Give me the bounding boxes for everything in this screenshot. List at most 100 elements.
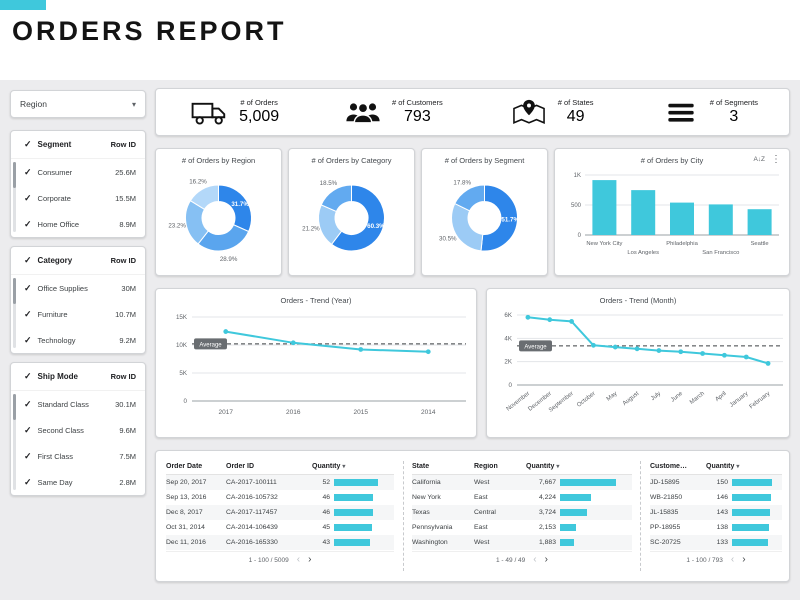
filter-item-furniture[interactable]: Furniture 10.7M	[11, 301, 145, 327]
chevron-right-icon[interactable]	[545, 555, 548, 565]
table-cell-number: 3,724	[538, 509, 556, 516]
data-point[interactable]	[678, 349, 684, 355]
column-header-quantity[interactable]: Quantity	[706, 463, 772, 470]
chevron-left-icon[interactable]	[533, 555, 536, 565]
chevron-right-icon[interactable]	[308, 555, 311, 565]
filter-item-standard-class[interactable]: Standard Class 30.1M	[11, 391, 145, 417]
bar[interactable]	[670, 202, 694, 235]
filter-header[interactable]: Category Row ID	[11, 247, 145, 275]
donut-slice[interactable]	[480, 184, 519, 252]
table-row[interactable]: California West 7,667	[412, 475, 632, 490]
donut-slice[interactable]	[218, 184, 253, 233]
filter-item-same-day[interactable]: Same Day 2.8M	[11, 469, 145, 495]
bar[interactable]	[592, 180, 617, 235]
column-header-custome-[interactable]: Custome…	[650, 463, 706, 470]
table-row[interactable]: Sep 13, 2016 CA-2016-105732 46	[166, 490, 394, 505]
chevron-right-icon[interactable]	[742, 555, 745, 565]
data-point[interactable]	[591, 342, 596, 348]
chevron-left-icon[interactable]	[731, 555, 734, 565]
data-point[interactable]	[743, 354, 749, 360]
pagination-text: 1 - 100 / 793	[686, 556, 723, 564]
chevron-left-icon[interactable]	[297, 555, 300, 565]
data-point[interactable]	[656, 348, 662, 353]
scrollbar[interactable]	[13, 394, 16, 490]
table-row[interactable]: Sep 20, 2017 CA-2017-100111 52	[166, 475, 394, 490]
column-header-state[interactable]: State	[412, 463, 474, 470]
data-point[interactable]	[525, 314, 531, 320]
more-options-icon[interactable]	[771, 154, 781, 165]
column-header-order-id[interactable]: Order ID	[226, 463, 312, 470]
region-filter-dropdown[interactable]: Region	[10, 90, 146, 118]
table-row[interactable]: Pennsylvania East 2,153	[412, 520, 632, 535]
average-badge	[519, 340, 552, 352]
donut-slice[interactable]	[189, 184, 219, 211]
table-row[interactable]: New York East 4,224	[412, 490, 632, 505]
data-point[interactable]	[612, 344, 618, 350]
checkbox-checked-icon[interactable]	[24, 167, 32, 178]
column-header-quantity[interactable]: Quantity	[312, 463, 378, 470]
table-row[interactable]: JD-15895 150	[650, 475, 782, 490]
checkbox-checked-icon[interactable]	[24, 193, 32, 204]
table-row[interactable]: JL-15835 143	[650, 505, 782, 520]
quantity-bar	[560, 509, 588, 516]
donut-slice[interactable]	[451, 202, 484, 252]
data-point[interactable]	[290, 340, 296, 346]
checkbox-checked-icon[interactable]	[24, 425, 32, 436]
filter-item-second-class[interactable]: Second Class 9.6M	[11, 417, 145, 443]
checkbox-checked-icon[interactable]	[24, 219, 32, 230]
checkbox-checked-icon[interactable]	[24, 451, 32, 462]
checkbox-checked-icon[interactable]	[24, 399, 32, 410]
donut-slice[interactable]	[320, 184, 352, 213]
checkbox-checked-icon[interactable]	[24, 309, 32, 320]
table-row[interactable]: Dec 11, 2016 CA-2016-165330 43	[166, 535, 394, 550]
data-point[interactable]	[700, 351, 705, 356]
checkbox-checked-icon[interactable]	[24, 371, 32, 382]
table-row[interactable]: Oct 31, 2014 CA-2014-106439 45	[166, 520, 394, 535]
checkbox-checked-icon[interactable]	[24, 255, 32, 266]
filter-item-consumer[interactable]: Consumer 25.6M	[11, 159, 145, 185]
column-header-quantity[interactable]: Quantity	[526, 463, 616, 470]
data-point[interactable]	[765, 361, 771, 366]
checkbox-checked-icon[interactable]	[24, 335, 32, 346]
filter-header[interactable]: Segment Row ID	[11, 131, 145, 159]
filter-item-office-supplies[interactable]: Office Supplies 30M	[11, 275, 145, 301]
data-point[interactable]	[547, 317, 553, 323]
checkbox-checked-icon[interactable]	[24, 283, 32, 294]
y-tick-label: 15K	[176, 314, 188, 321]
column-header-order-date[interactable]: Order Date	[166, 463, 226, 470]
table-row[interactable]: Washington West 1,883	[412, 535, 632, 550]
data-point[interactable]	[223, 329, 229, 334]
data-point[interactable]	[425, 349, 431, 355]
table-row[interactable]: Dec 8, 2017 CA-2017-117457 46	[166, 505, 394, 520]
checkbox-checked-icon[interactable]	[24, 477, 32, 488]
column-header-region[interactable]: Region	[474, 463, 526, 470]
table-row[interactable]: PP-18955 138	[650, 520, 782, 535]
table-row[interactable]: SC-20725 133	[650, 535, 782, 550]
bar[interactable]	[708, 204, 733, 235]
data-point[interactable]	[634, 346, 640, 352]
filter-item-first-class[interactable]: First Class 7.5M	[11, 443, 145, 469]
table-row[interactable]: WB-21850 146	[650, 490, 782, 505]
bar[interactable]	[631, 190, 656, 235]
sort-az-icon[interactable]	[753, 156, 765, 163]
filter-item-technology[interactable]: Technology 9.2M	[11, 327, 145, 353]
table-pagination: 1 - 100 / 793	[650, 551, 782, 568]
filter-header[interactable]: Ship Mode Row ID	[11, 363, 145, 391]
bar[interactable]	[747, 209, 772, 235]
kpi-of-segments: # of Segments 3	[631, 98, 789, 126]
data-point[interactable]	[569, 319, 574, 324]
data-point[interactable]	[722, 352, 727, 358]
scrollbar[interactable]	[13, 162, 16, 232]
checkbox-checked-icon[interactable]	[24, 139, 32, 150]
average-badge	[194, 338, 227, 350]
table-row[interactable]: Texas Central 3,724	[412, 505, 632, 520]
donut-slice[interactable]	[454, 184, 485, 212]
scrollbar[interactable]	[13, 278, 16, 348]
bar-chart: 0 500 1K New York City Los Angeles Philadelph…	[571, 173, 779, 256]
donut-slice[interactable]	[330, 184, 385, 252]
table-cell: CA-2017-117457	[226, 509, 278, 516]
data-point[interactable]	[358, 347, 364, 352]
table-cell-number: 7,667	[538, 479, 556, 486]
filter-item-home-office[interactable]: Home Office 8.9M	[11, 211, 145, 237]
filter-item-corporate[interactable]: Corporate 15.5M	[11, 185, 145, 211]
